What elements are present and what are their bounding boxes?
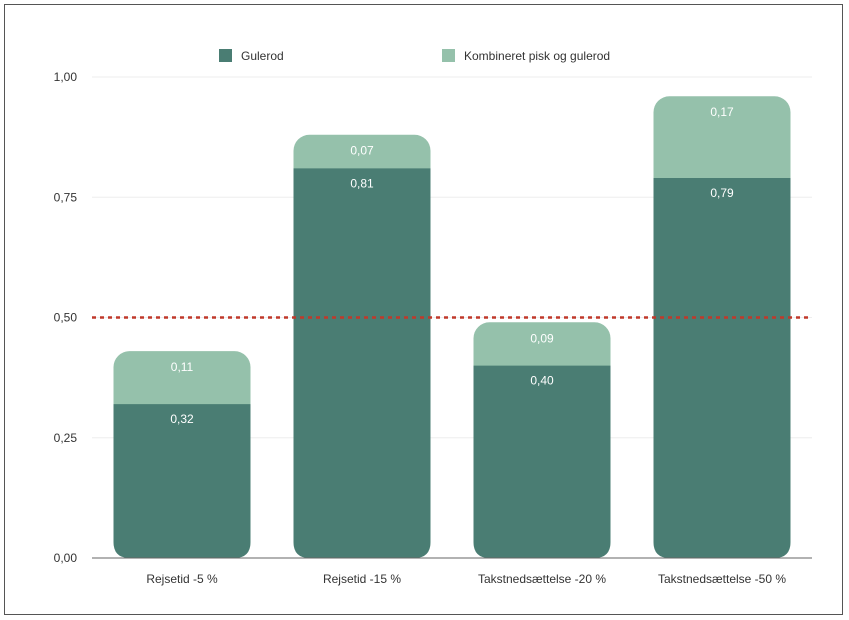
bar-segment-gulerod — [473, 365, 611, 558]
legend-swatch-kombineret — [442, 49, 455, 62]
data-label-gulerod: 0,79 — [710, 186, 734, 200]
legend-swatch-gulerod — [219, 49, 232, 62]
legend: Gulerod Kombineret pisk og gulerod — [219, 49, 610, 63]
chart-frame: 0,00 0,25 0,50 0,75 1,00 0,32 0,11 0,81 0,07 0,4… — [4, 4, 843, 615]
bar-segment-gulerod — [653, 178, 791, 558]
data-label-gulerod: 0,32 — [170, 412, 194, 426]
legend-label-gulerod: Gulerod — [241, 49, 284, 63]
x-category-label: Rejsetid -15 % — [323, 572, 401, 586]
y-tick-label: 0,25 — [54, 431, 78, 445]
bars: 0,32 0,11 0,81 0,07 0,40 0,09 0,79 0,17 — [113, 96, 791, 559]
data-label-kombineret: 0,09 — [530, 331, 554, 345]
data-label-gulerod: 0,81 — [350, 176, 374, 190]
y-tick-label: 0,75 — [54, 190, 78, 204]
data-label-kombineret: 0,17 — [710, 105, 734, 119]
y-axis: 0,00 0,25 0,50 0,75 1,00 — [54, 70, 78, 565]
y-tick-label: 0,00 — [54, 551, 78, 565]
x-category-label: Takstnedsættelse -50 % — [658, 572, 786, 586]
x-axis: Rejsetid -5 % Rejsetid -15 % Takstnedsætte… — [92, 557, 812, 586]
bar-segment-gulerod — [293, 168, 431, 558]
legend-label-kombineret: Kombineret pisk og gulerod — [464, 49, 610, 63]
x-category-label: Takstnedsættelse -20 % — [478, 572, 606, 586]
y-tick-label: 0,50 — [54, 311, 78, 325]
data-label-kombineret: 0,11 — [171, 360, 194, 374]
data-label-kombineret: 0,07 — [350, 144, 374, 158]
bar-segment-gulerod — [113, 404, 251, 558]
bar-group: 0,32 0,11 — [113, 351, 251, 558]
bar-group: 0,79 0,17 — [653, 96, 791, 559]
bar-group: 0,81 0,07 — [293, 134, 431, 558]
data-label-gulerod: 0,40 — [530, 374, 554, 388]
x-category-label: Rejsetid -5 % — [146, 572, 218, 586]
stacked-bar-chart: 0,00 0,25 0,50 0,75 1,00 0,32 0,11 0,81 0,07 0,4… — [54, 49, 812, 586]
y-tick-label: 1,00 — [54, 70, 78, 84]
bar-group: 0,40 0,09 — [473, 322, 611, 558]
